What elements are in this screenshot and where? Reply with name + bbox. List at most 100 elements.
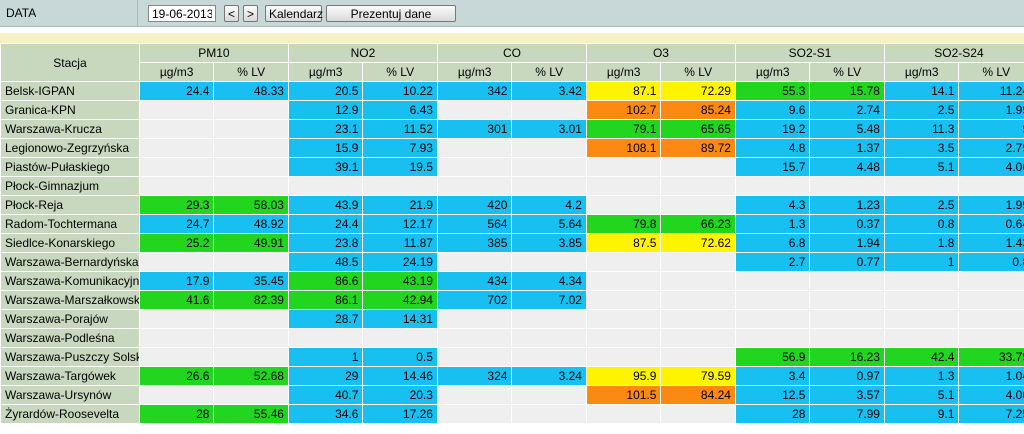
value-cell [958, 271, 1024, 291]
value-cell [585, 271, 662, 291]
table-row: Warszawa-Komunikacyjna 17.9 35.45 86.6 43.19… [0, 271, 1024, 291]
value-cell: 14.31 [362, 309, 438, 329]
value-cell [511, 252, 587, 272]
value-cell: 72.29 [660, 81, 736, 101]
value-cell [660, 404, 736, 424]
value-cell [436, 176, 513, 196]
value-cell [660, 290, 736, 310]
value-cell [883, 290, 960, 310]
value-cell: 87.5 [585, 233, 662, 253]
value-cell: 434 [436, 271, 513, 291]
value-cell [660, 176, 736, 196]
table-row: Belsk-IGPAN 24.4 48.33 20.5 10.22 342 3.42 87.1… [0, 81, 1024, 101]
value-cell: 1.94 [809, 233, 885, 253]
value-cell: 28.7 [287, 309, 364, 329]
value-cell: 3.4 [734, 366, 811, 386]
station-name: Siedlce-Konarskiego [0, 233, 140, 253]
value-cell: 42.4 [883, 347, 960, 367]
value-cell [213, 385, 289, 405]
station-header: Stacja [0, 43, 140, 82]
value-cell: 87.1 [585, 81, 662, 101]
value-cell: 1.8 [883, 233, 960, 253]
station-name: Warszawa-Marszałkowska [0, 290, 140, 310]
value-cell [213, 119, 289, 139]
table-row: Płock-Gimnazjum [0, 176, 1024, 196]
value-cell [585, 157, 662, 177]
value-cell: 24.7 [138, 214, 215, 234]
value-cell: 564 [436, 214, 513, 234]
group-header: SO2-S24 [883, 43, 1024, 63]
value-cell: 82.39 [213, 290, 289, 310]
value-cell [883, 271, 960, 291]
value-cell [213, 100, 289, 120]
value-cell [138, 138, 215, 158]
unit-header: % LV [511, 62, 587, 82]
date-label: DATA [0, 0, 138, 26]
unit-header: % LV [660, 62, 736, 82]
value-cell: 49.91 [213, 233, 289, 253]
value-cell [511, 138, 587, 158]
station-name: Warszawa-Puszczy Solskiej [0, 347, 140, 367]
prev-day-button[interactable]: < [224, 5, 239, 22]
value-cell: 7.93 [362, 138, 438, 158]
value-cell: 1.43 [958, 233, 1024, 253]
value-cell: 10.22 [362, 81, 438, 101]
calendar-button[interactable]: Kalendarz [265, 5, 323, 22]
value-cell [138, 309, 215, 329]
value-cell: 0.37 [809, 214, 885, 234]
value-cell [958, 176, 1024, 196]
station-name: Płock-Gimnazjum [0, 176, 140, 196]
value-cell [138, 347, 215, 367]
value-cell: 1.3 [883, 366, 960, 386]
station-name: Piastów-Pułaskiego [0, 157, 140, 177]
value-cell [585, 328, 662, 348]
value-cell: 24.19 [362, 252, 438, 272]
table-row: Warszawa-Targówek 26.6 52.68 29 14.46 324 3.24… [0, 366, 1024, 386]
value-cell: 95.9 [585, 366, 662, 386]
show-data-button[interactable]: Prezentuj dane [326, 5, 456, 22]
value-cell: 89.72 [660, 138, 736, 158]
unit-header-row: µg/m3 % LV µg/m3 % LV µg/m3 % LV µg/m3 %… [1, 62, 1024, 82]
value-cell: 1.99 [958, 100, 1024, 120]
value-cell: 6.43 [362, 100, 438, 120]
value-cell [883, 328, 960, 348]
station-name: Warszawa-Bernardyńska [0, 252, 140, 272]
value-cell: 41.6 [138, 290, 215, 310]
value-cell: 48.33 [213, 81, 289, 101]
group-header-row: Stacja PM10 NO2 CO O3 SO2-S1 SO2-S24 [0, 43, 1024, 82]
unit-header: % LV [809, 62, 885, 82]
value-cell: 79.1 [585, 119, 662, 139]
value-cell: 101.5 [585, 385, 662, 405]
value-cell: 3.42 [511, 81, 587, 101]
value-cell [436, 309, 513, 329]
station-name: Warszawa-Krucza [0, 119, 140, 139]
table-body: Belsk-IGPAN 24.4 48.33 20.5 10.22 342 3.42 87.1… [0, 81, 1024, 424]
value-cell: 79.8 [585, 214, 662, 234]
table-row: Warszawa-Bernardyńska 48.5 24.19 2.7 0.77 1 0.… [0, 252, 1024, 272]
value-cell [138, 119, 215, 139]
date-input[interactable] [148, 5, 216, 22]
value-cell: 4.06 [958, 385, 1024, 405]
value-cell [585, 195, 662, 215]
value-cell: 4.2 [511, 195, 587, 215]
value-cell [809, 176, 885, 196]
value-cell: 20.5 [287, 81, 364, 101]
next-day-button[interactable]: > [243, 5, 258, 22]
value-cell: 86.1 [287, 290, 364, 310]
value-cell: 108.1 [585, 138, 662, 158]
value-cell: 29 [287, 366, 364, 386]
value-cell: 2.74 [809, 100, 885, 120]
group-header: CO [436, 43, 587, 63]
value-cell: 7.02 [511, 290, 587, 310]
value-cell: 42.94 [362, 290, 438, 310]
value-cell [213, 157, 289, 177]
value-cell: 12.9 [287, 100, 364, 120]
unit-header: µg/m3 [734, 62, 811, 82]
value-cell [436, 328, 513, 348]
value-cell: 23.8 [287, 233, 364, 253]
value-cell: 301 [436, 119, 513, 139]
value-cell [958, 309, 1024, 329]
value-cell [213, 176, 289, 196]
table-row: Warszawa-Podleśna [0, 328, 1024, 348]
value-cell [511, 328, 587, 348]
